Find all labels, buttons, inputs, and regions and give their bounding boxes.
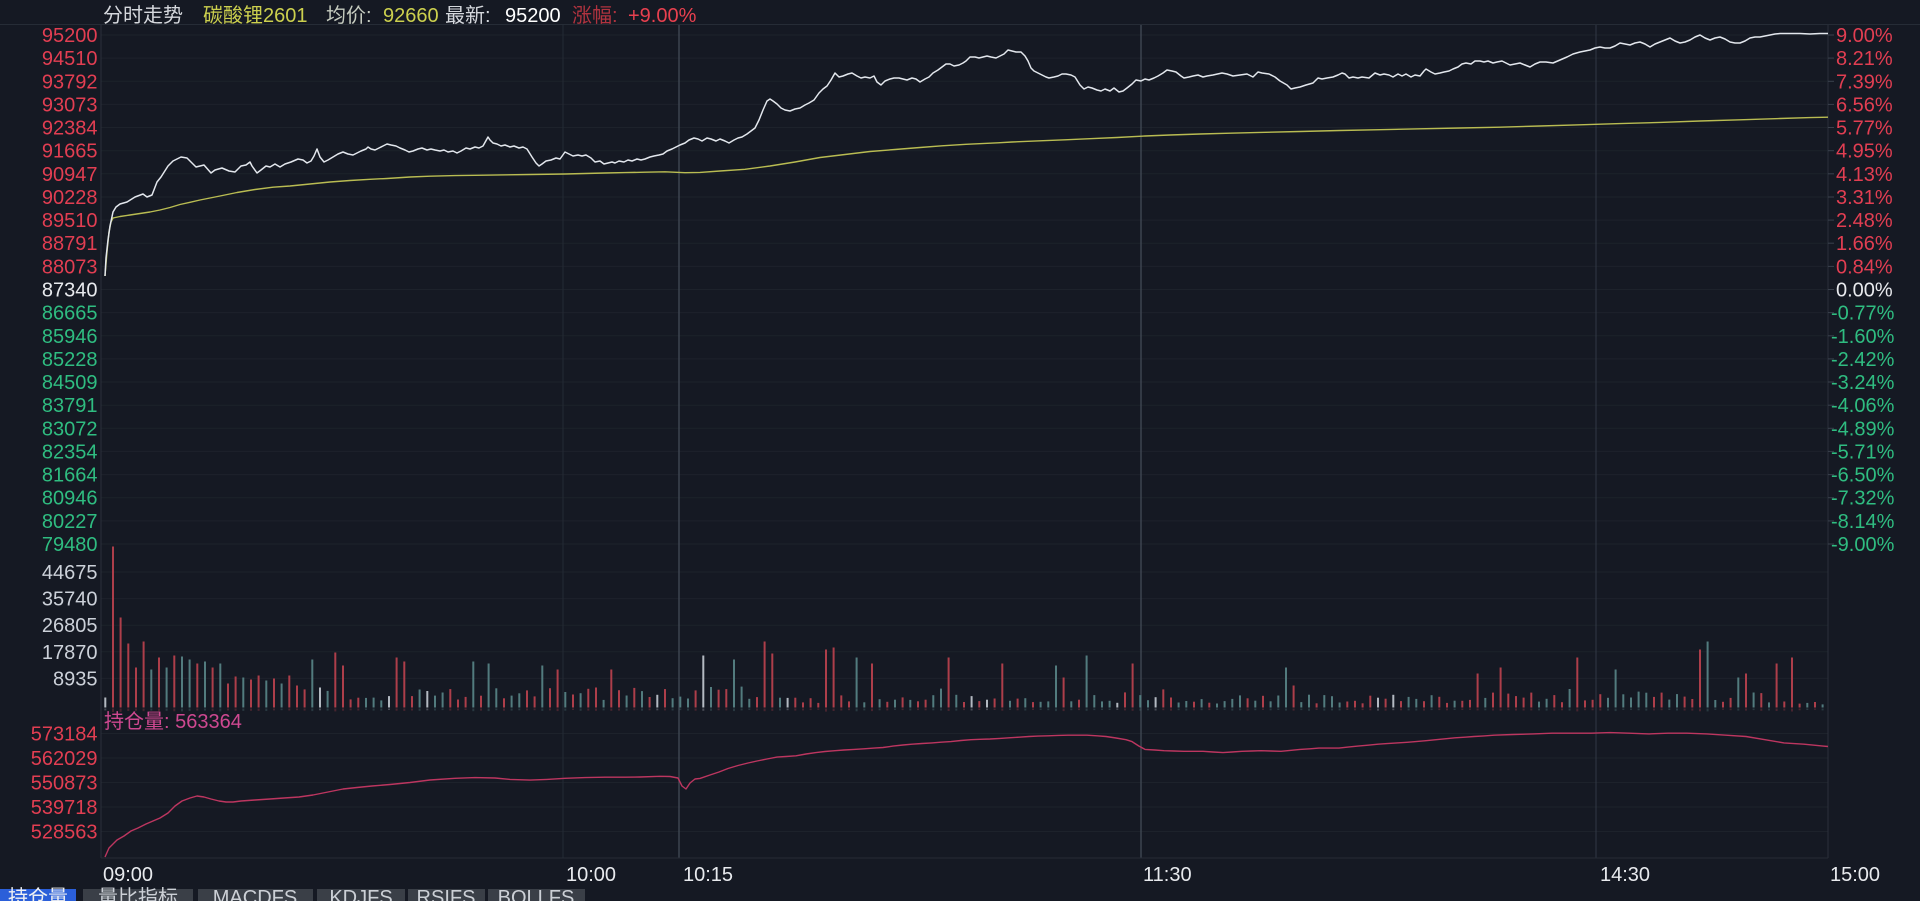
- svg-text:最新:: 最新:: [445, 4, 491, 27]
- svg-text:-0.77%: -0.77%: [1831, 303, 1895, 325]
- svg-text:-7.32%: -7.32%: [1831, 488, 1895, 510]
- svg-text:5.77%: 5.77%: [1836, 118, 1893, 140]
- svg-text:2.48%: 2.48%: [1836, 210, 1893, 232]
- svg-text:-9.00%: -9.00%: [1831, 534, 1895, 556]
- svg-text:95200: 95200: [505, 5, 561, 27]
- svg-text:86665: 86665: [42, 303, 98, 325]
- svg-text:8.21%: 8.21%: [1836, 48, 1893, 70]
- svg-text:持仓量: 563364: 持仓量: 563364: [104, 710, 242, 733]
- svg-text:10:15: 10:15: [683, 864, 733, 886]
- svg-text:7.39%: 7.39%: [1836, 71, 1893, 93]
- svg-text:-2.42%: -2.42%: [1831, 349, 1895, 371]
- svg-text:89510: 89510: [42, 210, 98, 232]
- svg-text:-5.71%: -5.71%: [1831, 441, 1895, 463]
- svg-text:539718: 539718: [31, 797, 98, 819]
- svg-text:0.84%: 0.84%: [1836, 256, 1893, 278]
- svg-text:83072: 83072: [42, 418, 98, 440]
- svg-text:11:30: 11:30: [1143, 864, 1192, 886]
- svg-text:90947: 90947: [42, 164, 98, 186]
- svg-text:-1.60%: -1.60%: [1831, 326, 1895, 348]
- svg-text:83791: 83791: [42, 395, 98, 417]
- svg-text:6.56%: 6.56%: [1836, 94, 1893, 116]
- svg-text:44675: 44675: [42, 562, 98, 584]
- svg-text:10:00: 10:00: [566, 864, 616, 886]
- svg-text:17870: 17870: [42, 642, 98, 664]
- svg-text:-3.24%: -3.24%: [1831, 372, 1895, 394]
- svg-text:80946: 80946: [42, 488, 98, 510]
- svg-text:88791: 88791: [42, 233, 98, 255]
- svg-text:562029: 562029: [31, 748, 98, 770]
- svg-text:79480: 79480: [42, 534, 98, 556]
- svg-text:95200: 95200: [42, 25, 98, 47]
- svg-text:BOLLFS: BOLLFS: [498, 887, 575, 901]
- svg-text:93792: 93792: [42, 71, 98, 93]
- svg-text:3.31%: 3.31%: [1836, 187, 1893, 209]
- svg-text:88073: 88073: [42, 256, 98, 278]
- svg-text:91665: 91665: [42, 141, 98, 163]
- svg-text:碳酸锂2601: 碳酸锂2601: [203, 4, 308, 27]
- svg-text:-6.50%: -6.50%: [1831, 465, 1895, 487]
- svg-text:550873: 550873: [31, 773, 98, 795]
- svg-text:82354: 82354: [42, 441, 98, 463]
- svg-text:1.66%: 1.66%: [1836, 233, 1893, 255]
- svg-text:+9.00%: +9.00%: [628, 5, 697, 27]
- svg-text:0.00%: 0.00%: [1836, 280, 1893, 302]
- svg-text:26805: 26805: [42, 615, 98, 637]
- svg-text:94510: 94510: [42, 48, 98, 70]
- svg-text:8935: 8935: [53, 668, 98, 690]
- svg-text:93073: 93073: [42, 94, 98, 116]
- svg-text:MACDFS: MACDFS: [213, 887, 297, 901]
- svg-text:量比指标: 量比指标: [98, 886, 178, 901]
- svg-text:14:30: 14:30: [1600, 864, 1650, 886]
- svg-text:KDJFS: KDJFS: [329, 887, 392, 901]
- svg-text:9.00%: 9.00%: [1836, 25, 1893, 47]
- svg-text:涨幅:: 涨幅:: [572, 4, 618, 27]
- svg-text:4.13%: 4.13%: [1836, 164, 1893, 186]
- svg-text:87340: 87340: [42, 280, 98, 302]
- svg-text:85946: 85946: [42, 326, 98, 348]
- svg-text:持仓量: 持仓量: [8, 886, 68, 901]
- svg-text:RSIFS: RSIFS: [417, 887, 476, 901]
- svg-text:均价:: 均价:: [326, 4, 372, 27]
- svg-text:15:00: 15:00: [1830, 864, 1880, 886]
- svg-text:09:00: 09:00: [103, 864, 153, 886]
- svg-text:85228: 85228: [42, 349, 98, 371]
- svg-text:4.95%: 4.95%: [1836, 141, 1893, 163]
- svg-text:-4.06%: -4.06%: [1831, 395, 1895, 417]
- svg-text:84509: 84509: [42, 372, 98, 394]
- svg-text:81664: 81664: [42, 465, 98, 487]
- svg-text:92384: 92384: [42, 118, 98, 140]
- svg-text:528563: 528563: [31, 822, 98, 844]
- svg-text:92660: 92660: [383, 5, 439, 27]
- svg-text:80227: 80227: [42, 511, 98, 533]
- svg-text:-8.14%: -8.14%: [1831, 511, 1895, 533]
- svg-text:-4.89%: -4.89%: [1831, 418, 1895, 440]
- svg-text:35740: 35740: [42, 589, 98, 611]
- svg-text:分时走势: 分时走势: [103, 4, 183, 27]
- svg-text:90228: 90228: [42, 187, 98, 209]
- svg-text:573184: 573184: [31, 724, 98, 746]
